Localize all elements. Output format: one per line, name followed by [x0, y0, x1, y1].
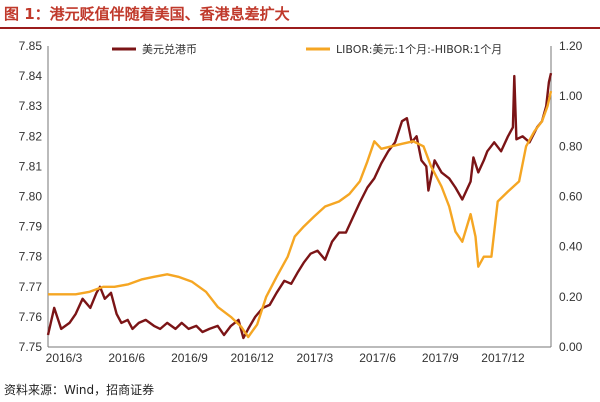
- series-layer: [46, 72, 553, 340]
- series-line-2: [48, 90, 553, 339]
- line-chart: 7.75 7.76 7.77 7.78 7.79 7.80 7.81 7.82 7.83 7.84…: [19, 39, 583, 365]
- source-note: 资料来源：Wind，招商证券: [4, 383, 155, 397]
- legend-label-2: LIBOR:美元:1个月:-HIBOR:1个月: [336, 43, 502, 56]
- y-right-tick-label: 0.60: [559, 190, 583, 204]
- x-tick-label: 2017/12: [481, 351, 525, 365]
- y-right-tick-label: 1.00: [559, 89, 583, 103]
- x-axis: 2016/3 2016/6 2016/9 2016/12 2017/3 2017/6 201…: [46, 351, 525, 365]
- y-right-tick-label: 0.40: [559, 240, 583, 254]
- y-left-tick-label: 7.82: [19, 129, 43, 143]
- x-tick-label: 2017/6: [359, 351, 396, 365]
- y-left-tick-label: 7.83: [19, 99, 43, 113]
- x-tick-label: 2016/12: [230, 351, 274, 365]
- legend: 美元兑港币 LIBOR:美元:1个月:-HIBOR:1个月: [112, 42, 502, 56]
- y-left-tick-label: 7.85: [19, 39, 43, 53]
- y-left-tick-label: 7.78: [19, 250, 43, 264]
- y-left-tick-label: 7.81: [19, 159, 43, 173]
- y-left-tick-label: 7.84: [19, 69, 43, 83]
- y-left-tick-label: 7.75: [19, 340, 43, 354]
- y-right-tick-label: 0.00: [559, 340, 583, 354]
- y-left-axis: 7.75 7.76 7.77 7.78 7.79 7.80 7.81 7.82 7.83 7.84…: [19, 39, 43, 354]
- y-right-axis: 0.00 0.20 0.40 0.60 0.80 1.00 1.20: [559, 39, 583, 354]
- y-left-tick-label: 7.80: [19, 190, 43, 204]
- y-right-tick-label: 0.80: [559, 139, 583, 153]
- x-tick-label: 2016/6: [108, 351, 145, 365]
- title-rule: [0, 27, 600, 29]
- y-right-tick-label: 0.20: [559, 290, 583, 304]
- x-tick-label: 2017/3: [297, 351, 334, 365]
- y-right-tick-label: 1.20: [559, 39, 583, 53]
- x-tick-label: 2016/3: [46, 351, 83, 365]
- y-left-tick-label: 7.76: [19, 310, 43, 324]
- y-left-tick-label: 7.77: [19, 280, 43, 294]
- legend-label-1: 美元兑港币: [142, 42, 197, 56]
- series-line-1: [46, 72, 553, 340]
- figure-title: 图 1：港元贬值伴随着美国、香港息差扩大: [4, 5, 290, 23]
- x-tick-label: 2016/9: [171, 351, 208, 365]
- y-left-tick-label: 7.79: [19, 220, 43, 234]
- x-tick-label: 2017/9: [422, 351, 459, 365]
- plot-frame: [47, 46, 552, 348]
